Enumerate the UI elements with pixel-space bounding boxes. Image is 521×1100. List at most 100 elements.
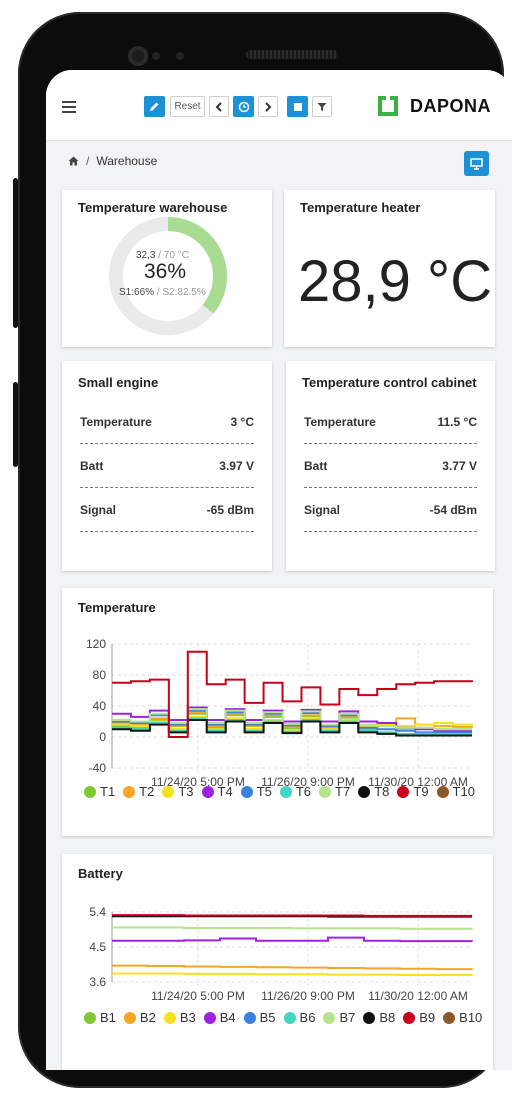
x-tick-label: 11/24/20 5:00 PM	[151, 989, 245, 1003]
y-tick-label: 4.5	[89, 940, 106, 954]
legend-item-T8[interactable]: T8	[358, 784, 389, 799]
legend-label: T2	[139, 784, 155, 799]
monitor-icon	[470, 157, 483, 170]
menu-icon[interactable]	[62, 101, 76, 116]
legend-item-B1[interactable]: B1	[84, 1010, 116, 1025]
filter-icon	[317, 102, 327, 111]
info-row: Signal -65 dBm	[80, 487, 254, 532]
legend-item-B6[interactable]: B6	[283, 1010, 315, 1025]
breadcrumb-current: Warehouse	[96, 154, 158, 168]
y-tick-label: 40	[93, 699, 107, 713]
filter-button[interactable]	[312, 96, 332, 117]
legend-item-B4[interactable]: B4	[203, 1010, 236, 1025]
legend-item-B10[interactable]: B10	[443, 1010, 482, 1025]
time-button[interactable]	[233, 96, 254, 117]
gauge-s1: S1:66%	[119, 287, 155, 298]
pencil-icon	[150, 102, 159, 111]
edit-button[interactable]	[144, 96, 165, 117]
legend-swatch	[201, 785, 214, 798]
card-temperature-chart[interactable]: Temperature 120 80 40 0 -40 11/24/20 5:00 PM 1…	[62, 588, 493, 836]
stop-button[interactable]	[287, 96, 308, 117]
legend-swatch	[283, 1011, 296, 1024]
legend-item-B8[interactable]: B8	[363, 1010, 395, 1025]
legend-swatch	[279, 785, 292, 798]
brand-name: DAPONA	[410, 95, 492, 116]
y-tick-label: 3.6	[89, 975, 106, 989]
gauge-s2: / S2:82.5%	[156, 287, 206, 298]
legend-item-B2[interactable]: B2	[123, 1010, 156, 1025]
legend-item-T9[interactable]: T9	[397, 784, 429, 799]
info-row: Temperature 11.5 °C	[304, 399, 477, 444]
card-temperature-heater[interactable]: Temperature heater 28,9 °C	[284, 190, 495, 347]
legend-item-T2[interactable]: T2	[123, 784, 154, 799]
chart-title: Battery	[78, 866, 123, 881]
legend-item-B7[interactable]: B7	[323, 1010, 355, 1025]
phone-frame: Reset DAPONA	[13, 12, 512, 1088]
gauge	[109, 217, 227, 335]
legend-item-T5[interactable]: T5	[240, 784, 272, 799]
card-temperature-warehouse[interactable]: Temperature warehouse 32,3 / 70 °C 36% S…	[62, 190, 272, 347]
row-value: 11.5 °C	[437, 415, 478, 429]
battery-legend: B1 B2 B3 B4 B5 B6 B7 B8 B9 B10	[84, 1010, 504, 1029]
sensor-dot	[176, 52, 184, 60]
legend-item-B5[interactable]: B5	[243, 1010, 276, 1025]
card-battery-chart[interactable]: Battery 5.4 4.5 3.6 11/24/20 5:00 PM 11/26/2…	[62, 854, 493, 1070]
next-button[interactable]	[258, 96, 278, 117]
square-icon	[293, 102, 302, 111]
heater-value: 28,9 °C	[298, 249, 493, 314]
legend-item-B9[interactable]: B9	[403, 1010, 435, 1025]
breadcrumb: / Warehouse	[68, 154, 157, 168]
temperature-legend: T1 T2 T3 T4 T5 T6 T7 T8 T9 T10	[84, 784, 504, 803]
legend-swatch	[397, 785, 410, 798]
legend-swatch	[203, 1011, 216, 1024]
card-title: Temperature control cabinet	[302, 375, 477, 390]
previous-button[interactable]	[209, 96, 229, 117]
row-label: Temperature	[304, 415, 376, 429]
legend-label: T4	[217, 784, 233, 799]
battery-chart[interactable]: 5.4 4.5 3.6 11/24/20 5:00 PM 11/26/20 9:00 P…	[62, 890, 493, 1040]
legend-item-T1[interactable]: T1	[84, 784, 115, 799]
card-title: Temperature heater	[300, 200, 421, 215]
dapona-logo-icon	[378, 96, 398, 116]
y-tick-label: 5.4	[89, 905, 106, 919]
series-line-B9	[112, 914, 472, 917]
legend-swatch	[436, 785, 449, 798]
home-icon[interactable]	[68, 156, 79, 166]
legend-item-T6[interactable]: T6	[279, 784, 312, 799]
reset-button[interactable]: Reset	[170, 96, 205, 117]
legend-swatch	[243, 1011, 256, 1024]
gauge-percent: 36%	[144, 260, 187, 283]
legend-item-T10[interactable]: T10	[436, 784, 475, 799]
y-tick-label: 80	[93, 668, 107, 682]
legend-label: T9	[413, 784, 429, 799]
legend-item-B3[interactable]: B3	[163, 1010, 196, 1025]
series-line-B7	[112, 926, 473, 930]
legend-label: T10	[452, 784, 475, 799]
breadcrumb-separator: /	[86, 154, 90, 168]
legend-label: T3	[178, 784, 194, 799]
legend-swatch	[363, 1011, 376, 1024]
legend-label: T5	[256, 784, 272, 799]
card-temperature-control-cabinet[interactable]: Temperature control cabinet Temperature …	[286, 361, 495, 571]
legend-item-T7[interactable]: T7	[319, 784, 350, 799]
legend-swatch	[123, 1011, 136, 1024]
clock-icon	[238, 101, 249, 112]
volume-button	[13, 178, 18, 328]
legend-label: B2	[139, 1010, 156, 1025]
sensor-dot	[152, 52, 160, 60]
row-label: Batt	[80, 459, 104, 473]
row-label: Temperature	[80, 415, 152, 429]
legend-item-T3[interactable]: T3	[162, 784, 194, 799]
display-mode-button[interactable]	[464, 151, 489, 176]
card-small-engine[interactable]: Small engine Temperature 3 °C Batt 3.97 …	[62, 361, 272, 571]
series-line-B2	[112, 964, 473, 971]
gauge-fill	[109, 217, 227, 335]
legend-swatch	[323, 1011, 336, 1024]
legend-label: T8	[374, 784, 390, 799]
legend-item-T4[interactable]: T4	[201, 784, 233, 799]
screen: Reset DAPONA	[46, 70, 512, 1070]
legend-label: T6	[295, 784, 312, 799]
legend-label: B8	[379, 1010, 396, 1025]
chevron-right-icon	[265, 101, 272, 112]
